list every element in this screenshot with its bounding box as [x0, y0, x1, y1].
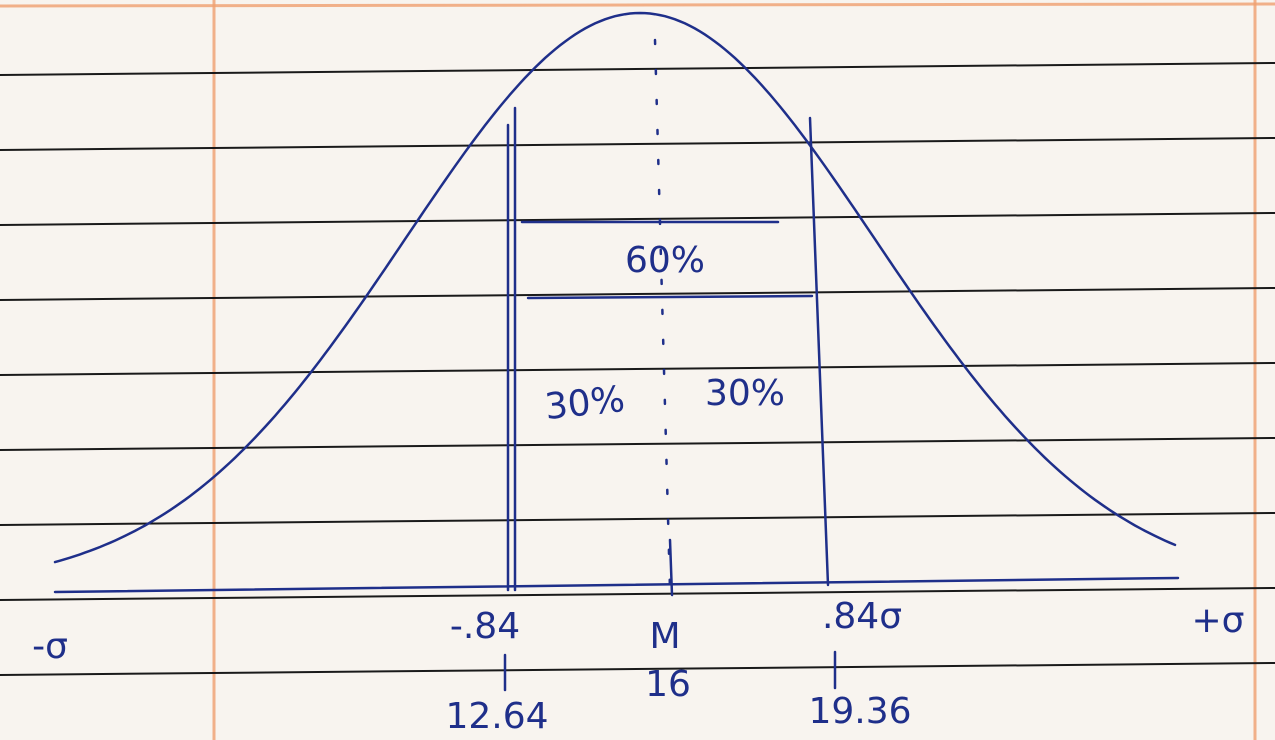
top-margin [0, 4, 1275, 6]
axis-label: -.84 [450, 606, 520, 647]
axis-value: 16 [645, 664, 691, 705]
axis-label: .84σ [822, 596, 902, 637]
region-label: 30% [543, 379, 627, 428]
axis-label: -σ [32, 626, 68, 667]
axis-value: 19.36 [808, 691, 911, 732]
region-label: 30% [705, 373, 785, 414]
axis-value: 12.64 [445, 696, 548, 737]
axis-label: M [649, 616, 680, 657]
axis-label: +σ [1192, 600, 1245, 641]
notebook-page: 60% 30% 30% -σ +σ -.84 .84σ M 16 12.64 1… [0, 0, 1275, 740]
region-label: 60% [625, 240, 705, 281]
